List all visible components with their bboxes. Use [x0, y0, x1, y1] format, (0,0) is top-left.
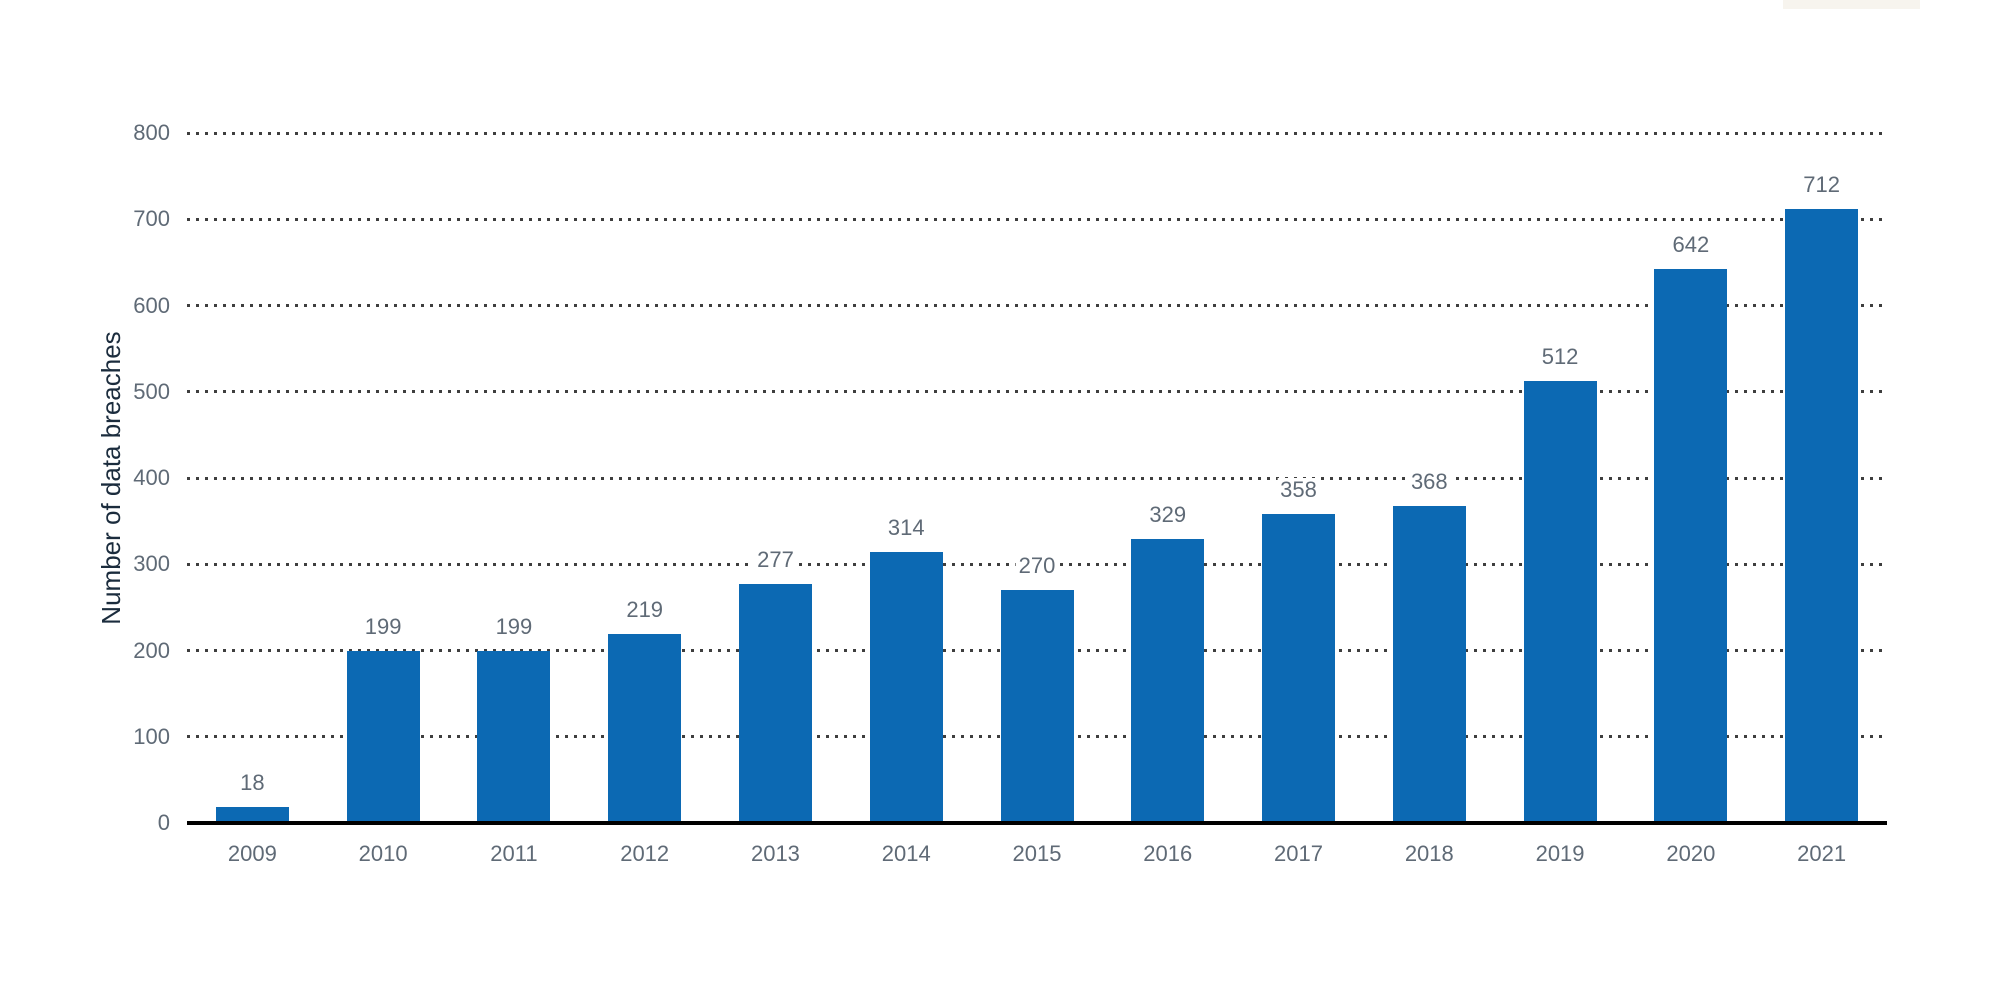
- bar-2016: [1131, 539, 1205, 823]
- gridline-600: [187, 304, 1887, 307]
- bar-2013: [738, 584, 812, 823]
- plot-area: 0 100 200 300 400 500 600 700 800 18 2009 199 2010 19…: [133, 120, 1887, 866]
- bar-2010: [346, 651, 420, 823]
- y-tick-label: 300: [133, 551, 170, 577]
- x-tick-label: 2016: [1143, 841, 1193, 866]
- bar-value-label: 270: [1015, 554, 1059, 579]
- bar-2018: [1392, 505, 1466, 823]
- bar-2015: [1000, 590, 1074, 823]
- x-tick-label: 2012: [620, 841, 670, 866]
- bar-value-label: 199: [361, 615, 405, 640]
- gridline-400: [187, 476, 1887, 480]
- x-tick-label: 2015: [1012, 841, 1062, 866]
- bar-value-label: 314: [884, 516, 928, 541]
- bar-2017: [1262, 514, 1336, 823]
- bar-2014: [869, 552, 943, 823]
- x-tick-label: 2009: [227, 841, 277, 866]
- bar-value-label: 358: [1277, 478, 1320, 503]
- x-tick-label: 2014: [881, 841, 931, 866]
- bar-value-label: 219: [623, 598, 667, 623]
- bar-value-label: 512: [1538, 345, 1582, 370]
- cropped-watermark-artifact: [1783, 0, 1920, 9]
- bar-2021: [1785, 208, 1859, 823]
- bar-2019: [1523, 381, 1597, 823]
- x-axis-line: [187, 821, 1887, 825]
- bar-2020: [1654, 269, 1728, 823]
- bar-2009: [215, 807, 289, 823]
- x-tick-label: 2020: [1666, 841, 1716, 866]
- y-tick-label: 600: [133, 292, 170, 318]
- bar-value-label: 712: [1800, 172, 1843, 197]
- y-tick-label: 100: [133, 723, 170, 749]
- x-tick-label: 2013: [750, 841, 800, 866]
- bar-value-label: 368: [1407, 469, 1451, 494]
- x-tick-label: 2018: [1404, 841, 1454, 866]
- bar-value-label: 18: [237, 771, 268, 796]
- x-tick-label: 2010: [358, 841, 408, 866]
- gridline-700: [187, 217, 1887, 221]
- y-tick-label: 400: [133, 465, 170, 490]
- bar-value-label: 277: [754, 548, 797, 573]
- gridline-800: [187, 131, 1887, 135]
- x-tick-label: 2011: [490, 841, 538, 866]
- y-tick-label: 500: [133, 378, 170, 404]
- y-tick-label: 200: [133, 637, 170, 663]
- bar-value-label: 329: [1146, 503, 1190, 528]
- y-tick-label: 700: [133, 206, 170, 232]
- bar-2011: [477, 651, 551, 823]
- y-tick-label: 0: [157, 810, 170, 835]
- x-tick-label: 2021: [1797, 841, 1847, 866]
- bar-2012: [608, 634, 682, 823]
- gridline-500: [187, 390, 1887, 394]
- bar-value-label: 642: [1669, 233, 1713, 258]
- x-tick-label: 2019: [1535, 841, 1585, 866]
- bar-value-label: 199: [492, 615, 536, 640]
- x-tick-label: 2017: [1274, 841, 1323, 866]
- y-tick-label: 800: [133, 120, 170, 145]
